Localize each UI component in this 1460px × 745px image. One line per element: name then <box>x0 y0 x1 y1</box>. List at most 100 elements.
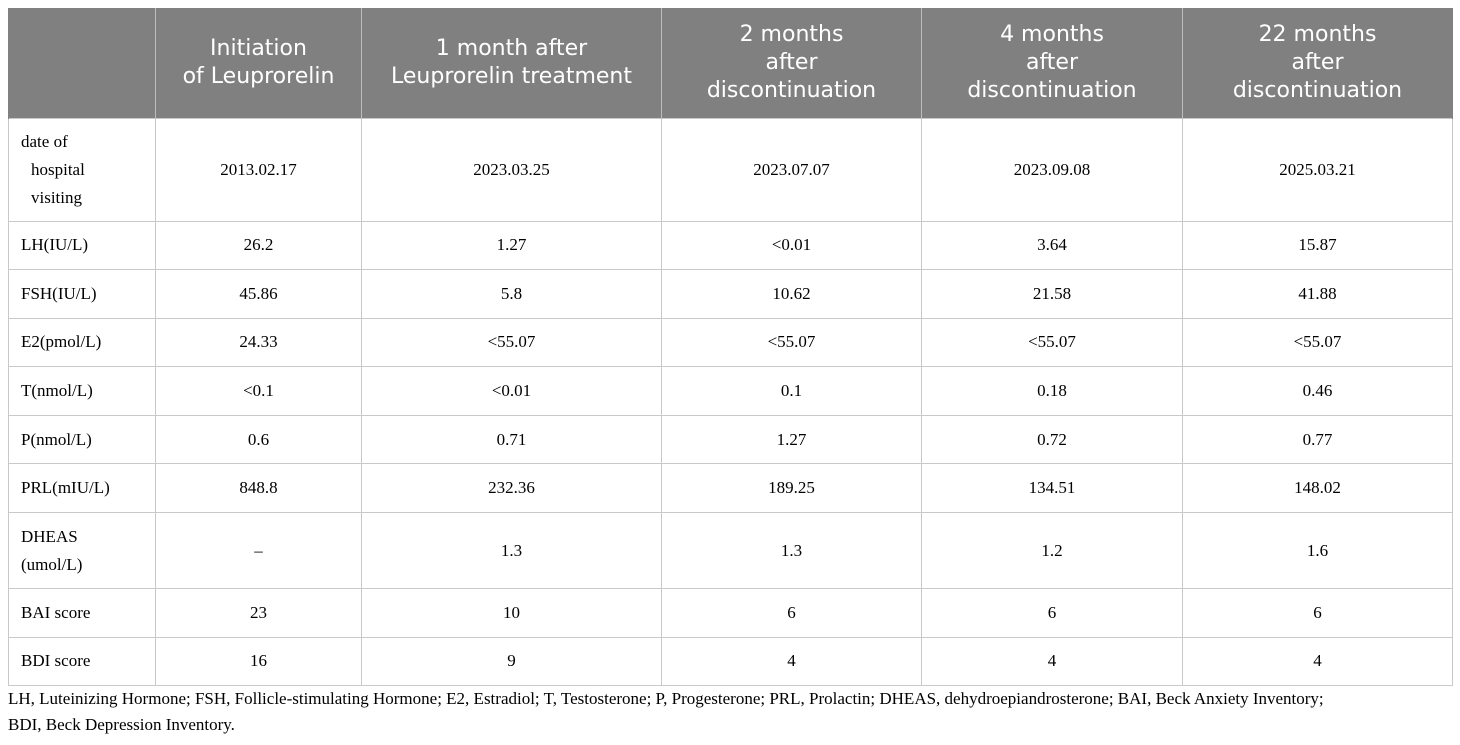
header-line: of Leuprorelin <box>182 63 335 89</box>
row-label-lh: LH(IU/L) <box>8 220 156 271</box>
row-label-bdi: BDI score <box>8 636 156 687</box>
table-cell: 2023.07.07 <box>661 117 922 222</box>
table-cell: 41.88 <box>1182 269 1453 319</box>
table-cell: <0.01 <box>661 220 922 271</box>
table-cell: 0.71 <box>361 414 662 465</box>
table-row: LH(IU/L) 26.2 1.27 <0.01 3.64 15.87 <box>8 220 1453 271</box>
header-2-months-after: 2 months after discontinuation <box>661 8 922 118</box>
table-cell: 232.36 <box>361 463 662 514</box>
table-row: T(nmol/L) <0.1 <0.01 0.1 0.18 0.46 <box>8 366 1453 416</box>
table-cell: <55.07 <box>361 317 662 368</box>
table-cell: 4 <box>1182 636 1453 687</box>
table-cell: 189.25 <box>661 463 922 514</box>
footnote-line: LH, Luteinizing Hormone; FSH, Follicle-s… <box>8 689 1324 708</box>
row-label-line: DHEAS <box>21 526 78 546</box>
table-cell: <55.07 <box>1182 317 1453 368</box>
header-empty-cell <box>8 8 156 118</box>
table-cell: 10.62 <box>661 269 922 319</box>
row-label-t: T(nmol/L) <box>8 366 156 416</box>
table-cell: 0.18 <box>921 366 1183 416</box>
table-cell: 2023.09.08 <box>921 117 1183 222</box>
table-cell: 5.8 <box>361 269 662 319</box>
footnote-line: BDI, Beck Depression Inventory. <box>8 715 235 734</box>
row-label-bai: BAI score <box>8 588 156 638</box>
table-cell: 1.27 <box>661 414 922 465</box>
row-label-fsh: FSH(IU/L) <box>8 269 156 319</box>
table-cell: 0.72 <box>921 414 1183 465</box>
header-line: 2 months <box>739 21 844 47</box>
header-line: Initiation <box>210 35 307 61</box>
row-label-date: date of hospital visiting <box>8 117 156 222</box>
table-cell: 0.46 <box>1182 366 1453 416</box>
header-4-months-after: 4 months after discontinuation <box>921 8 1183 118</box>
table-cell: 21.58 <box>921 269 1183 319</box>
header-line: 22 months <box>1258 21 1377 47</box>
table-header-row: Initiation of Leuprorelin 1 month after … <box>8 8 1453 118</box>
row-label-prl: PRL(mIU/L) <box>8 463 156 514</box>
table-cell: 9 <box>361 636 662 687</box>
header-line: Leuprorelin treatment <box>391 63 632 89</box>
row-label-line: hospital <box>31 159 85 179</box>
table-cell: <0.01 <box>361 366 662 416</box>
table-cell: <0.1 <box>155 366 362 416</box>
table-row: PRL(mIU/L) 848.8 232.36 189.25 134.51 14… <box>8 463 1453 514</box>
row-label-e2: E2(pmol/L) <box>8 317 156 368</box>
table-row: E2(pmol/L) 24.33 <55.07 <55.07 <55.07 <5… <box>8 317 1453 368</box>
table-cell: 1.2 <box>921 512 1183 590</box>
header-initiation: Initiation of Leuprorelin <box>155 8 362 118</box>
table-cell: 2023.03.25 <box>361 117 662 222</box>
row-label-dheas: DHEAS (umol/L) <box>8 512 156 590</box>
table-cell: 4 <box>661 636 922 687</box>
table-cell: <55.07 <box>921 317 1183 368</box>
row-label-line: visiting <box>31 187 83 207</box>
table-cell: 1.27 <box>361 220 662 271</box>
table-row: date of hospital visiting 2013.02.17 202… <box>8 117 1453 222</box>
table-cell: 23 <box>155 588 362 638</box>
table-row: BDI score 16 9 4 4 4 <box>8 636 1453 687</box>
table-cell: 0.1 <box>661 366 922 416</box>
table-row: BAI score 23 10 6 6 6 <box>8 588 1453 638</box>
table-cell: 15.87 <box>1182 220 1453 271</box>
table-cell: 6 <box>921 588 1183 638</box>
table-cell: 45.86 <box>155 269 362 319</box>
table-cell: 0.77 <box>1182 414 1453 465</box>
table-cell: <55.07 <box>661 317 922 368</box>
hormone-table-container: Initiation of Leuprorelin 1 month after … <box>8 8 1453 687</box>
header-line: 1 month after <box>435 35 588 61</box>
hormone-table: Initiation of Leuprorelin 1 month after … <box>8 8 1453 687</box>
table-cell: 10 <box>361 588 662 638</box>
table-cell: 1.6 <box>1182 512 1453 590</box>
table-cell: 1.3 <box>361 512 662 590</box>
header-line: after <box>1291 49 1344 75</box>
table-cell: 848.8 <box>155 463 362 514</box>
table-footnote: LH, Luteinizing Hormone; FSH, Follicle-s… <box>8 686 1452 738</box>
table-cell: 26.2 <box>155 220 362 271</box>
row-label-line: date of <box>21 131 68 151</box>
table-cell: 2025.03.21 <box>1182 117 1453 222</box>
header-line: 4 months <box>1000 21 1104 47</box>
table-cell: – <box>155 512 362 590</box>
table-cell: 0.6 <box>155 414 362 465</box>
table-cell: 24.33 <box>155 317 362 368</box>
header-line: discontinuation <box>967 77 1137 103</box>
table-cell: 2013.02.17 <box>155 117 362 222</box>
table-cell: 3.64 <box>921 220 1183 271</box>
table-cell: 1.3 <box>661 512 922 590</box>
header-22-months-after: 22 months after discontinuation <box>1182 8 1453 118</box>
header-line: discontinuation <box>706 77 877 103</box>
table-cell: 4 <box>921 636 1183 687</box>
header-line: after <box>765 49 818 75</box>
header-line: discontinuation <box>1232 77 1403 103</box>
header-1-month-after: 1 month after Leuprorelin treatment <box>361 8 662 118</box>
table-row: FSH(IU/L) 45.86 5.8 10.62 21.58 41.88 <box>8 269 1453 319</box>
table-cell: 6 <box>661 588 922 638</box>
table-cell: 134.51 <box>921 463 1183 514</box>
table-cell: 148.02 <box>1182 463 1453 514</box>
row-label-p: P(nmol/L) <box>8 414 156 465</box>
table-row: P(nmol/L) 0.6 0.71 1.27 0.72 0.77 <box>8 414 1453 465</box>
table-cell: 16 <box>155 636 362 687</box>
row-label-line: (umol/L) <box>21 554 83 574</box>
table-cell: 6 <box>1182 588 1453 638</box>
header-line: after <box>1025 49 1079 75</box>
table-row: DHEAS (umol/L) – 1.3 1.3 1.2 1.6 <box>8 512 1453 590</box>
